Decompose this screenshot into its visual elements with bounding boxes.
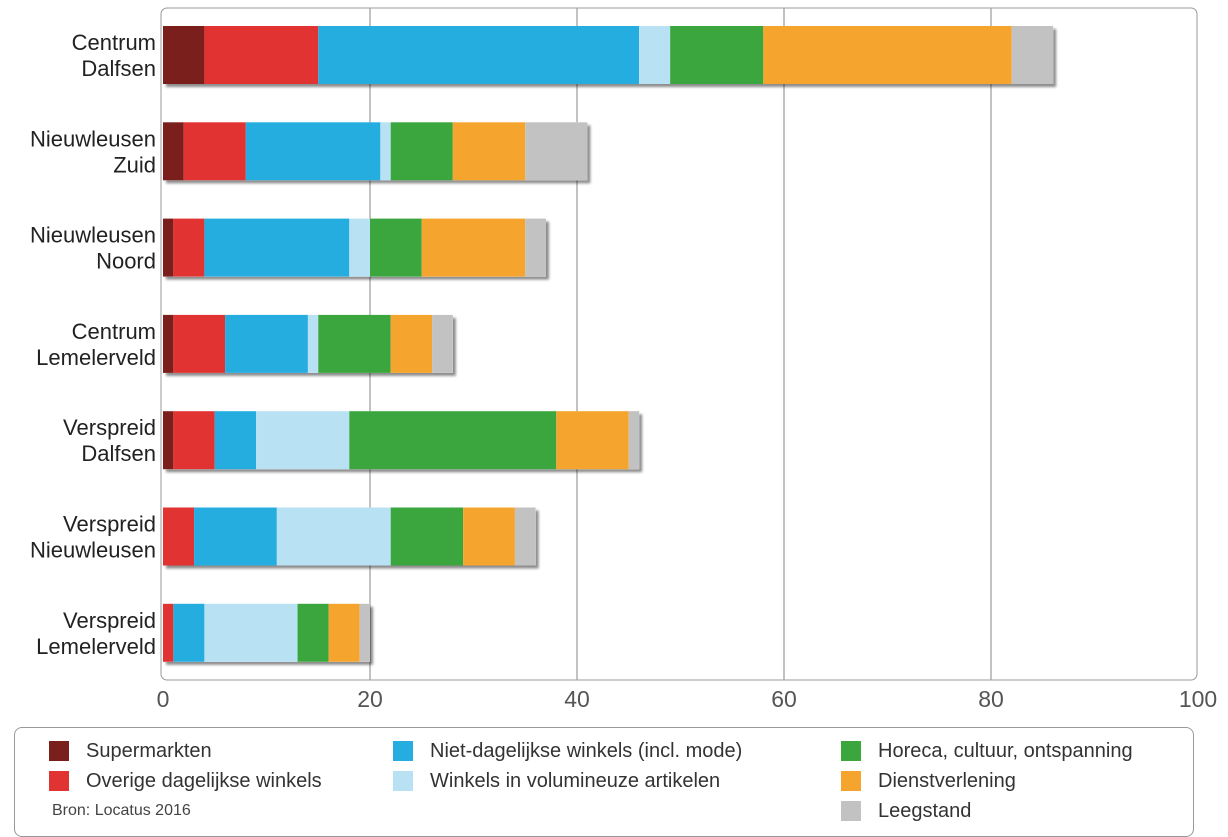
bar-segment: [390, 122, 453, 181]
legend-label: Horeca, cultuur, ontspanning: [878, 739, 1133, 762]
bar-segment: [525, 122, 588, 181]
grid-lines: [369, 8, 992, 680]
bar-segment: [163, 122, 184, 181]
bar-segment: [256, 411, 350, 470]
legend-swatch: [49, 741, 69, 761]
category-label: Dalfsen: [81, 441, 156, 466]
bar-segment: [194, 507, 277, 566]
legend-swatch: [393, 741, 413, 761]
category-labels: CentrumDalfsenNieuwleusenZuidNieuwleusen…: [30, 30, 156, 659]
x-tick-labels: 0 20 40 60 80 100: [157, 686, 1218, 712]
bar-segment: [204, 603, 298, 662]
bar-segment: [390, 507, 464, 566]
category-label: Verspreid: [63, 512, 156, 537]
bar-segment: [380, 122, 391, 181]
bar-segment: [163, 507, 195, 566]
bar-segment: [173, 218, 205, 277]
legend-swatch: [393, 771, 413, 791]
category-label: Nieuwleusen: [30, 223, 156, 248]
x-tick-label: 0: [157, 686, 170, 712]
bar-segment: [452, 122, 526, 181]
source-note: Bron: Locatus 2016: [52, 802, 191, 819]
x-tick-label: 40: [564, 686, 590, 712]
bar-segment: [163, 314, 174, 373]
bar-segment: [225, 314, 308, 373]
legend-item-volumineuze: Winkels in volumineuze artikelen: [393, 770, 720, 792]
bar-segment: [173, 411, 215, 470]
category-label: Lemelerveld: [36, 345, 156, 370]
bar-segment: [670, 26, 764, 84]
bar-segment: [163, 411, 174, 470]
bar-segment: [163, 26, 205, 84]
bar-segment: [276, 507, 391, 566]
category-label: Nieuwleusen: [30, 126, 156, 151]
legend-item-leegstand: Leegstand: [841, 800, 971, 822]
x-tick-label: 20: [357, 686, 383, 712]
category-label: Noord: [96, 249, 156, 274]
legend-swatch: [49, 771, 69, 791]
bar-segment: [204, 218, 350, 277]
bar-segment: [463, 507, 515, 566]
bar-segment: [370, 218, 422, 277]
legend-label: Niet-dagelijkse winkels (incl. mode): [430, 739, 743, 762]
bar-segment: [318, 26, 640, 84]
legend-swatch: [841, 771, 861, 791]
legend-swatch: [841, 741, 861, 761]
bar-segment: [349, 411, 557, 470]
legend-label: Leegstand: [878, 799, 972, 822]
bar-segment: [163, 603, 174, 662]
bar-segment: [328, 603, 360, 662]
bar-segment: [556, 411, 629, 470]
legend-label: Dienstverlening: [878, 769, 1016, 792]
bar-segment: [204, 26, 319, 84]
bar-segment: [763, 26, 1012, 84]
bar-segment: [1011, 26, 1054, 84]
x-tick-label: 60: [771, 686, 797, 712]
legend-label: Overige dagelijkse winkels: [86, 769, 322, 792]
legend-label: Winkels in volumineuze artikelen: [430, 769, 721, 792]
category-label: Verspreid: [63, 415, 156, 440]
legend-swatch: [841, 801, 861, 821]
category-label: Centrum: [72, 319, 156, 344]
bar-segment: [359, 603, 370, 662]
x-tick-label: 80: [978, 686, 1004, 712]
bar-segment: [214, 411, 257, 470]
legend: Supermarkten Overige dagelijkse winkels …: [14, 727, 1194, 837]
bar-segment: [390, 314, 433, 373]
category-label: Verspreid: [63, 608, 156, 633]
bar-segment: [307, 314, 319, 373]
category-label: Zuid: [113, 152, 156, 177]
bar-segment: [297, 603, 329, 662]
bars: [163, 26, 1054, 662]
legend-item-supermarkten: Supermarkten: [49, 740, 212, 762]
x-tick-label: 100: [1179, 686, 1217, 712]
legend-item-dienstverlening: Dienstverlening: [841, 770, 1016, 792]
category-label: Lemelerveld: [36, 634, 156, 659]
bar-segment: [525, 218, 546, 277]
bar-segment: [349, 218, 370, 277]
legend-label: Supermarkten: [86, 739, 212, 762]
bar-segment: [173, 603, 205, 662]
bar-segment: [163, 218, 174, 277]
stacked-bar-chart: CentrumDalfsenNieuwleusenZuidNieuwleusen…: [30, 7, 1218, 712]
category-label: Dalfsen: [81, 56, 156, 81]
category-label: Centrum: [72, 30, 156, 55]
legend-item-niet-dagelijkse: Niet-dagelijkse winkels (incl. mode): [393, 740, 742, 762]
bar-segment: [639, 26, 671, 84]
bar-segment: [318, 314, 391, 373]
bar-segment: [514, 507, 536, 566]
bar-segment: [628, 411, 640, 470]
legend-item-overige-dagelijkse: Overige dagelijkse winkels: [49, 770, 322, 792]
bar-segment: [183, 122, 246, 181]
legend-item-horeca: Horeca, cultuur, ontspanning: [841, 740, 1133, 762]
bar-segment: [173, 314, 226, 373]
category-label: Nieuwleusen: [30, 538, 156, 563]
bar-segment: [432, 314, 453, 373]
bar-segment: [421, 218, 526, 277]
bar-segment: [245, 122, 381, 181]
